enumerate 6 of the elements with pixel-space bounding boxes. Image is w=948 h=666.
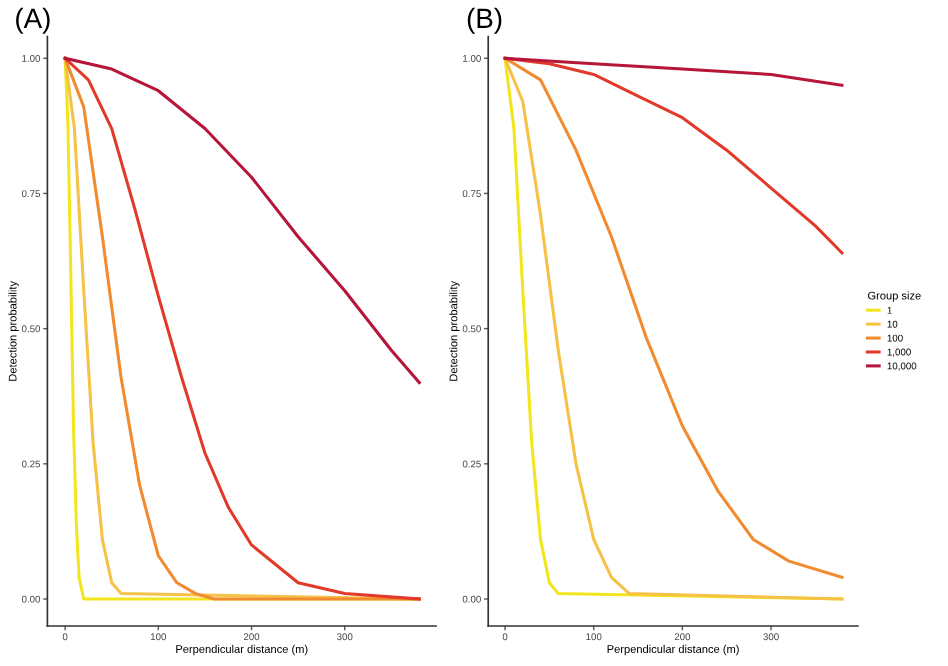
line-series — [63, 56, 421, 385]
line-series — [503, 56, 844, 87]
line-series — [503, 56, 844, 255]
chart-title: (B) — [467, 7, 502, 34]
line-series — [63, 56, 421, 601]
chart-title: (A) — [16, 7, 50, 34]
